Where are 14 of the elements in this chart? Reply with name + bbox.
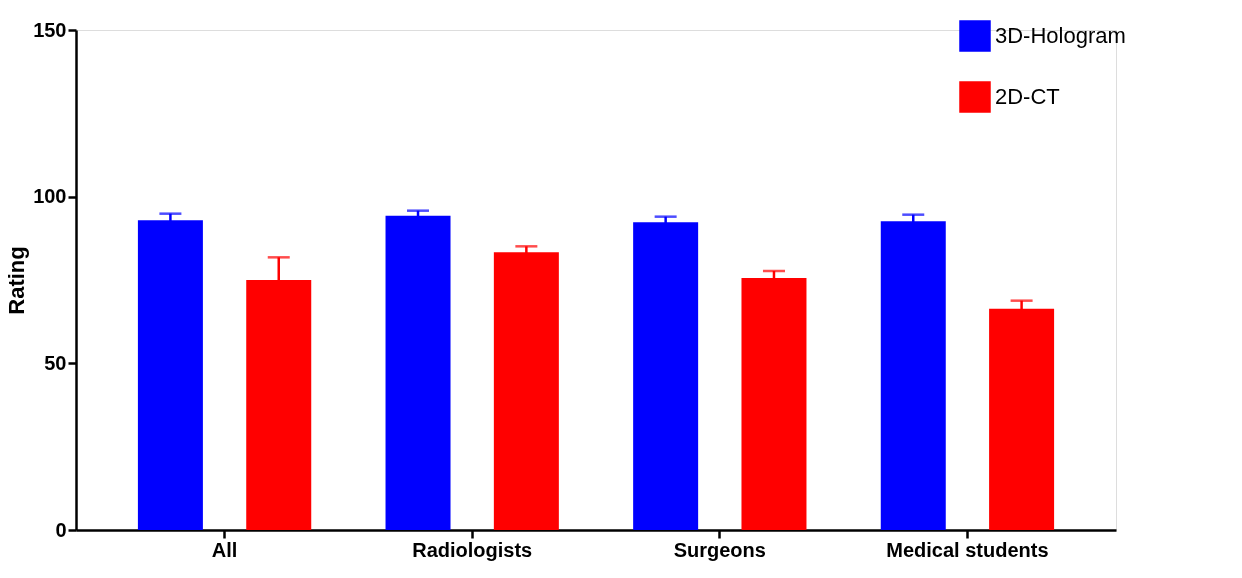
x-tick-label: Surgeons bbox=[673, 538, 766, 561]
y-tick-label: 50 bbox=[44, 351, 67, 374]
y-tick-label: 0 bbox=[55, 518, 67, 541]
bar bbox=[633, 222, 699, 530]
x-tick-label: All bbox=[211, 538, 238, 561]
y-axis-title: Rating bbox=[4, 246, 30, 315]
x-tick-label: Radiologists bbox=[412, 538, 533, 561]
bar bbox=[493, 252, 559, 530]
y-tick-label: 150 bbox=[33, 18, 67, 41]
legend-label: 2D-CT bbox=[995, 84, 1060, 109]
y-tick-label: 100 bbox=[33, 185, 67, 208]
legend-label: 3D-Hologram bbox=[995, 23, 1126, 48]
bar bbox=[385, 215, 451, 530]
x-tick-label: Medical students bbox=[886, 538, 1049, 561]
